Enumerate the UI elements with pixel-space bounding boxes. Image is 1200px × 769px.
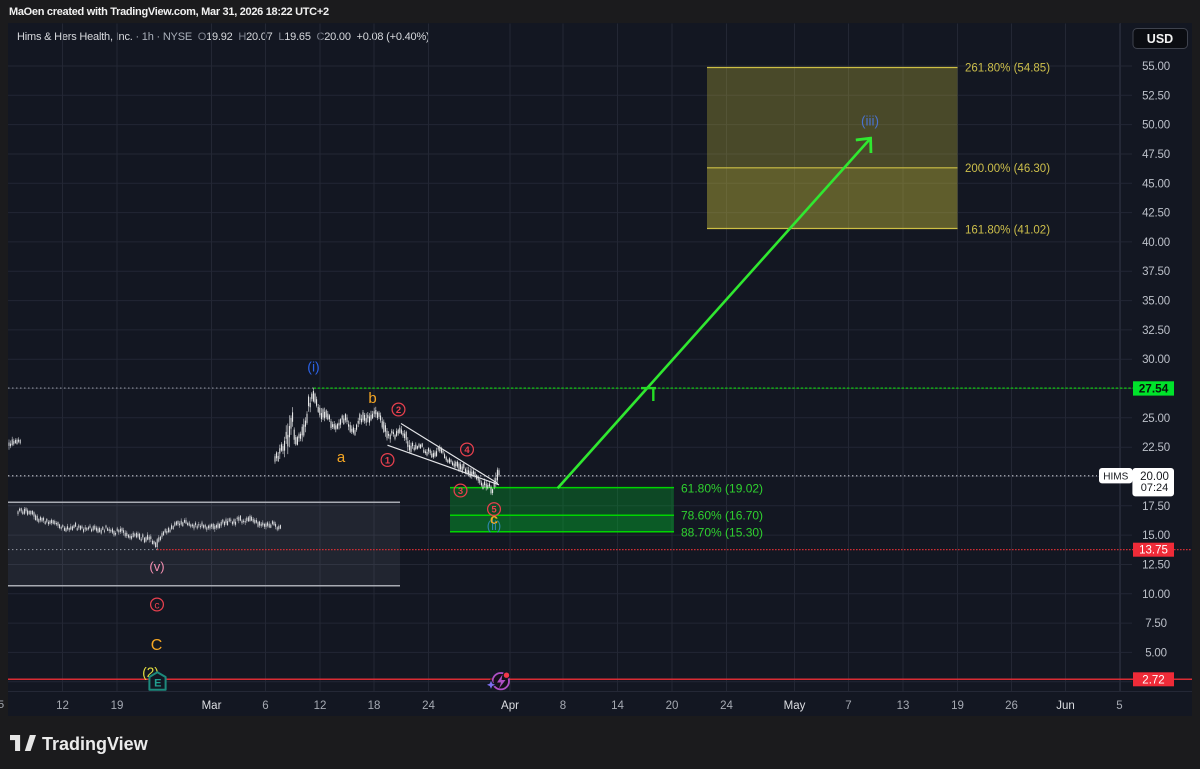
svg-text:30.00: 30.00 [1142, 354, 1170, 366]
svg-text:88.70% (15.30): 88.70% (15.30) [681, 526, 763, 540]
svg-text:5: 5 [1116, 700, 1122, 712]
svg-text:19: 19 [951, 700, 964, 712]
svg-text:(ii): (ii) [487, 518, 501, 533]
svg-text:14: 14 [611, 700, 624, 712]
svg-text:24: 24 [720, 700, 733, 712]
svg-text:7: 7 [845, 700, 851, 712]
svg-text:78.60% (16.70): 78.60% (16.70) [681, 509, 763, 523]
svg-text:8: 8 [560, 700, 566, 712]
svg-text:20.00: 20.00 [1140, 471, 1169, 483]
svg-text:c: c [154, 599, 159, 611]
svg-text:13.75: 13.75 [1139, 545, 1168, 557]
svg-text:26: 26 [1005, 700, 1018, 712]
svg-text:17.50: 17.50 [1142, 501, 1170, 513]
svg-text:261.80% (54.85): 261.80% (54.85) [965, 63, 1050, 75]
svg-text:55.00: 55.00 [1142, 61, 1170, 73]
svg-text:20: 20 [666, 700, 679, 712]
svg-text:12: 12 [56, 700, 69, 712]
svg-text:4: 4 [464, 445, 470, 456]
svg-text:07:24: 07:24 [1141, 482, 1169, 494]
svg-text:15.00: 15.00 [1142, 530, 1170, 542]
svg-text:b: b [368, 390, 376, 407]
svg-text:3: 3 [458, 486, 463, 497]
svg-text:45.00: 45.00 [1142, 178, 1170, 190]
svg-text:12: 12 [314, 700, 327, 712]
svg-text:C: C [151, 637, 163, 654]
svg-text:6: 6 [262, 700, 268, 712]
svg-text:c: c [490, 512, 498, 528]
svg-text:2.72: 2.72 [1142, 674, 1164, 686]
svg-text:2: 2 [396, 405, 401, 416]
svg-text:(v): (v) [149, 559, 164, 574]
svg-text:(i): (i) [307, 359, 319, 375]
svg-text:5.00: 5.00 [1145, 647, 1167, 659]
svg-text:(iii): (iii) [861, 114, 879, 129]
svg-text:7.50: 7.50 [1145, 618, 1167, 630]
svg-text:27.54: 27.54 [1139, 381, 1169, 395]
svg-text:13: 13 [897, 700, 910, 712]
svg-text:161.80% (41.02): 161.80% (41.02) [965, 225, 1050, 237]
svg-text:61.80% (19.02): 61.80% (19.02) [681, 482, 763, 496]
svg-text:40.00: 40.00 [1142, 237, 1170, 249]
svg-text:25.00: 25.00 [1142, 413, 1170, 425]
svg-text:32.50: 32.50 [1142, 325, 1170, 337]
svg-text:a: a [337, 449, 346, 466]
svg-text:Apr: Apr [501, 700, 519, 712]
svg-text:Jun: Jun [1056, 700, 1075, 712]
svg-text:1: 1 [385, 456, 391, 467]
svg-text:35.00: 35.00 [1142, 296, 1170, 308]
svg-text:HIMS: HIMS [1103, 471, 1128, 482]
svg-text:200.00% (46.30): 200.00% (46.30) [965, 163, 1050, 175]
svg-text:42.50: 42.50 [1142, 208, 1170, 220]
svg-text:18: 18 [368, 700, 381, 712]
svg-text:22.50: 22.50 [1142, 442, 1170, 454]
svg-text:E: E [154, 678, 161, 690]
svg-text:10.00: 10.00 [1142, 589, 1170, 601]
svg-text:Mar: Mar [202, 700, 222, 712]
svg-text:50.00: 50.00 [1142, 120, 1170, 132]
svg-text:24: 24 [422, 700, 435, 712]
svg-text:USD: USD [1147, 32, 1173, 46]
svg-text:12.50: 12.50 [1142, 560, 1170, 572]
svg-text:52.50: 52.50 [1142, 90, 1170, 102]
svg-text:37.50: 37.50 [1142, 266, 1170, 278]
svg-text:May: May [784, 700, 806, 712]
svg-text:47.50: 47.50 [1142, 149, 1170, 161]
svg-text:19: 19 [111, 700, 124, 712]
svg-text:5: 5 [491, 505, 497, 516]
